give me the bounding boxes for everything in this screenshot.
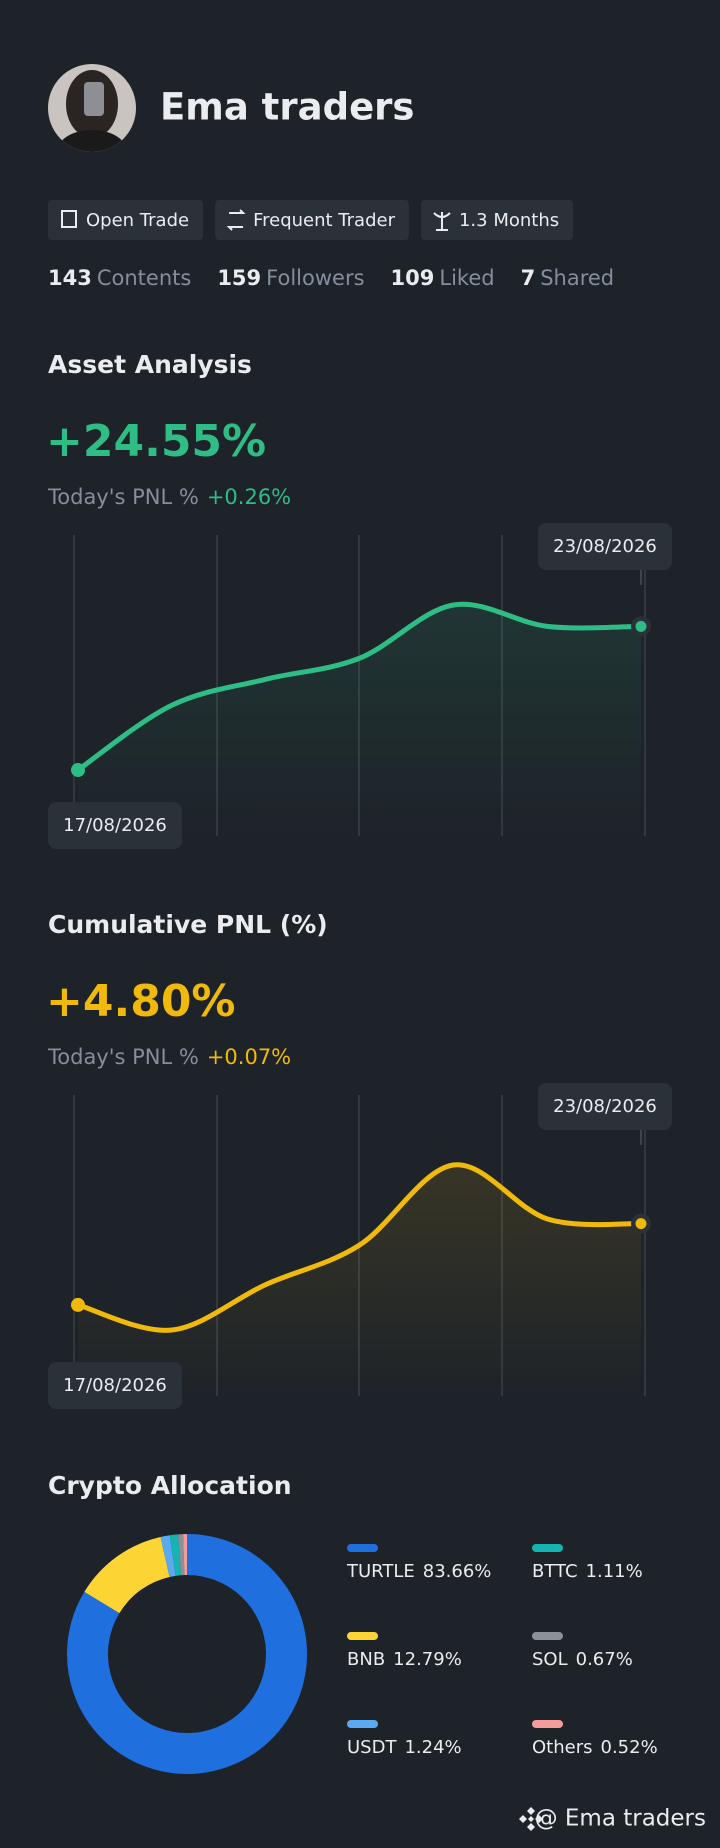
- legend-name: SOL: [532, 1649, 568, 1670]
- legend-swatch: [532, 1632, 563, 1640]
- legend-name: BTTC: [532, 1561, 578, 1582]
- badge[interactable]: Open Trade: [48, 200, 203, 240]
- headline-value: +4.80%: [46, 976, 236, 1027]
- profile-name: Ema traders: [160, 86, 414, 129]
- pnl-value: +0.26%: [207, 485, 291, 509]
- section-title: Crypto Allocation: [48, 1471, 292, 1500]
- legend-value: 1.11%: [586, 1561, 643, 1582]
- start-point: [71, 763, 85, 777]
- legend-swatch: [532, 1544, 563, 1552]
- footer: @ Ema traders: [535, 1806, 706, 1832]
- stat-value: 159: [217, 266, 261, 290]
- pnl-value: +0.07%: [207, 1045, 291, 1069]
- legend-name: TURTLE: [346, 1561, 415, 1582]
- section-title: Asset Analysis: [48, 350, 252, 379]
- stat-label: Shared: [540, 266, 614, 290]
- stat-value: 7: [521, 266, 536, 290]
- badge-label: Frequent Trader: [253, 210, 395, 231]
- badge[interactable]: 1.3 Months: [421, 200, 573, 240]
- legend-value: 1.24%: [404, 1737, 461, 1758]
- legend-value: 12.79%: [393, 1649, 462, 1670]
- pnl-label: Today's PNL %: [47, 485, 199, 509]
- legend-swatch: [532, 1720, 563, 1728]
- badge[interactable]: Frequent Trader: [215, 200, 409, 240]
- start-date: 17/08/2026: [63, 1375, 167, 1396]
- pnl-label: Today's PNL %: [47, 1045, 199, 1069]
- legend-value: 0.52%: [601, 1737, 658, 1758]
- donut-slice: [165, 1556, 173, 1557]
- donut-slice: [173, 1555, 180, 1556]
- badge-label: 1.3 Months: [459, 210, 559, 231]
- stat-label: Followers: [266, 266, 364, 290]
- legend-name: USDT: [347, 1737, 397, 1758]
- end-point-dot: [636, 621, 647, 632]
- legend-value: 83.66%: [423, 1561, 492, 1582]
- end-point-dot: [636, 1218, 647, 1229]
- legend-swatch: [347, 1720, 378, 1728]
- legend-swatch: [347, 1632, 378, 1640]
- stat-value: 109: [391, 266, 435, 290]
- legend-value: 0.67%: [576, 1649, 633, 1670]
- start-point: [71, 1298, 85, 1312]
- legend-name: BNB: [347, 1649, 385, 1670]
- start-date: 17/08/2026: [63, 815, 167, 836]
- stat-label: Liked: [439, 266, 494, 290]
- legend-name: Others: [532, 1737, 593, 1758]
- badge-label: Open Trade: [86, 210, 189, 231]
- end-date: 23/08/2026: [553, 1096, 657, 1117]
- headline-value: +24.55%: [46, 416, 266, 467]
- legend-swatch: [347, 1544, 378, 1552]
- stat-value: 143: [48, 266, 92, 290]
- end-date: 23/08/2026: [553, 536, 657, 557]
- stat-label: Contents: [97, 266, 191, 290]
- section-title: Cumulative PNL (%): [48, 910, 328, 939]
